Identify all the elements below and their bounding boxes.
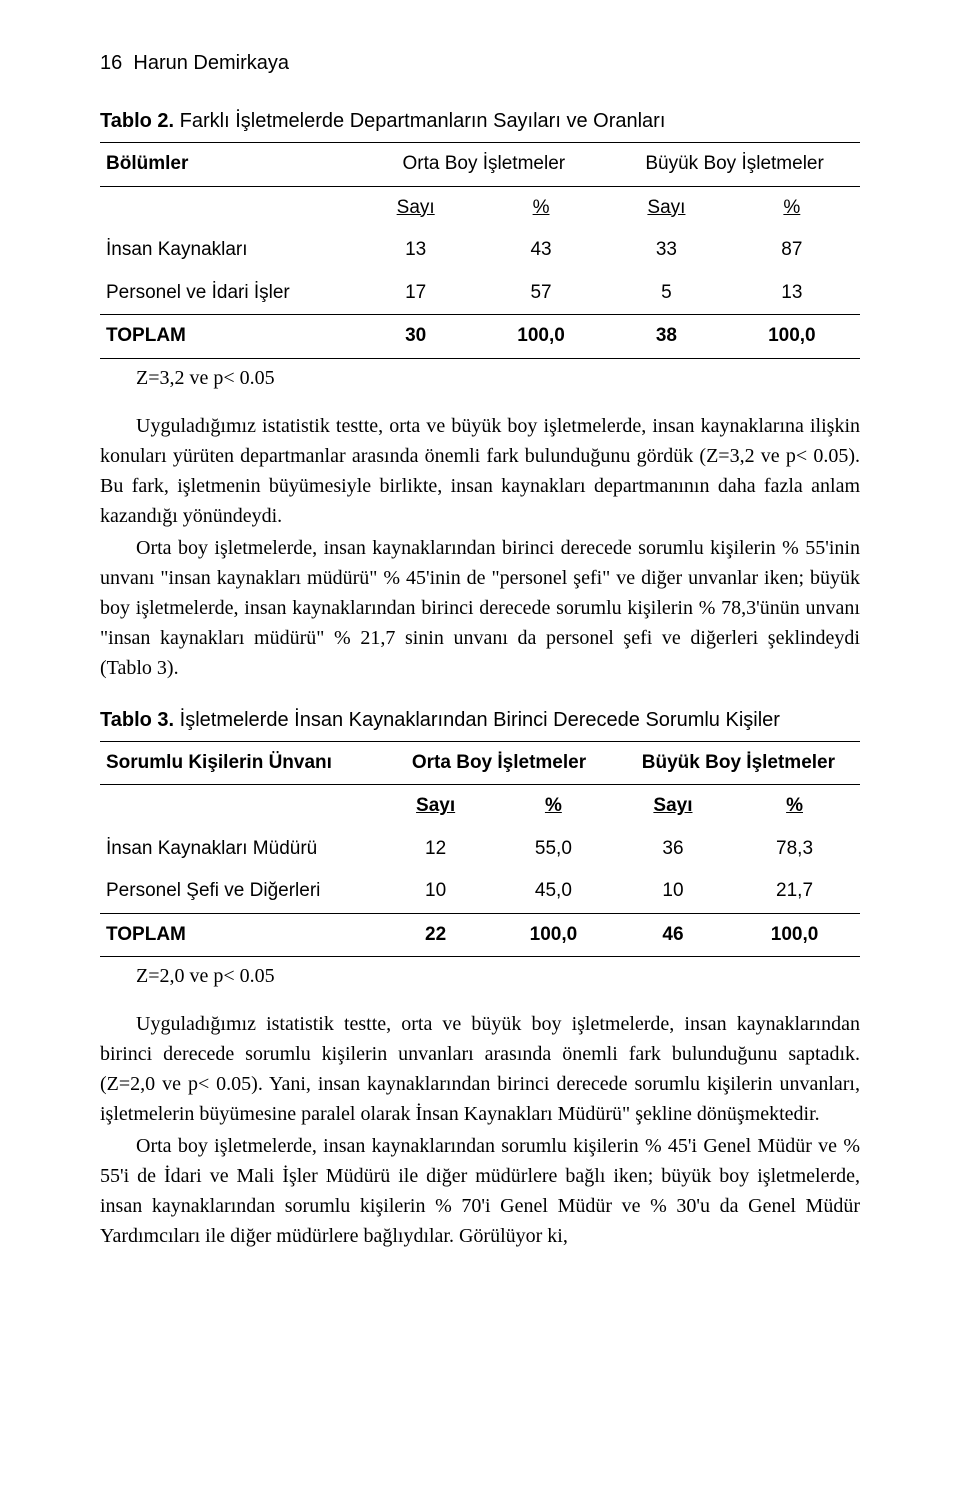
table2-znote: Z=3,2 ve p< 0.05 xyxy=(136,363,860,393)
table3: Sorumlu Kişilerin Ünvanı Orta Boy İşletm… xyxy=(100,741,860,958)
table3-r0-p2: 78,3 xyxy=(729,828,860,871)
table3-total-row: TOPLAM 22 100,0 46 100,0 xyxy=(100,913,860,957)
table3-sub-sayi2: Sayı xyxy=(617,785,729,828)
table3-title: Tablo 3. İşletmelerde İnsan Kaynaklarınd… xyxy=(100,705,860,735)
table3-total-p2: 100,0 xyxy=(729,913,860,957)
table2-col-orta: Orta Boy İşletmeler xyxy=(358,143,609,187)
table2-r0-label: İnsan Kaynakları xyxy=(100,229,358,272)
table2-total-s2: 38 xyxy=(609,315,724,359)
table3-col-buyuk: Büyük Boy İşletmeler xyxy=(617,741,860,785)
table2-total-label: TOPLAM xyxy=(100,315,358,359)
table3-znote: Z=2,0 ve p< 0.05 xyxy=(136,961,860,991)
table2-r0-s1: 13 xyxy=(358,229,473,272)
table3-header-row: Sorumlu Kişilerin Ünvanı Orta Boy İşletm… xyxy=(100,741,860,785)
table3-title-prefix: Tablo 3. xyxy=(100,709,174,731)
table3-sub-sayi1: Sayı xyxy=(381,785,490,828)
table2-r0-p2: 87 xyxy=(724,229,860,272)
table2-r1-p2: 13 xyxy=(724,272,860,315)
table3-title-text: İşletmelerde İnsan Kaynaklarından Birinc… xyxy=(174,709,780,731)
table2-total-row: TOPLAM 30 100,0 38 100,0 xyxy=(100,315,860,359)
table2-r1-s2: 5 xyxy=(609,272,724,315)
table2-r1-s1: 17 xyxy=(358,272,473,315)
table3-subheader-row: Sayı % Sayı % xyxy=(100,785,860,828)
table2-sub-pct1: % xyxy=(473,186,609,229)
table3-col-orta: Orta Boy İşletmeler xyxy=(381,741,617,785)
table3-total-label: TOPLAM xyxy=(100,913,381,957)
table2-col-buyuk: Büyük Boy İşletmeler xyxy=(609,143,860,187)
table3-total-s2: 46 xyxy=(617,913,729,957)
table2-sub-sayi1: Sayı xyxy=(358,186,473,229)
table2-total-p1: 100,0 xyxy=(473,315,609,359)
table-row: İnsan Kaynakları 13 43 33 87 xyxy=(100,229,860,272)
table3-r0-s2: 36 xyxy=(617,828,729,871)
table3-r1-s2: 10 xyxy=(617,870,729,913)
table3-total-s1: 22 xyxy=(381,913,490,957)
table2-r1-p1: 57 xyxy=(473,272,609,315)
page-number: 16 xyxy=(100,52,122,74)
table3-r1-label: Personel Şefi ve Diğerleri xyxy=(100,870,381,913)
table2-sub-empty xyxy=(100,186,358,229)
paragraph-4: Orta boy işletmelerde, insan kaynakların… xyxy=(100,1131,860,1251)
table-row: Personel ve İdari İşler 17 57 5 13 xyxy=(100,272,860,315)
table2-r0-p1: 43 xyxy=(473,229,609,272)
paragraph-2: Orta boy işletmelerde, insan kaynakların… xyxy=(100,533,860,683)
paragraph-1: Uyguladığımız istatistik testte, orta ve… xyxy=(100,411,860,531)
table2-sub-pct2: % xyxy=(724,186,860,229)
table3-sub-pct2: % xyxy=(729,785,860,828)
table2-col-bolumler: Bölümler xyxy=(100,143,358,187)
table3-sub-empty xyxy=(100,785,381,828)
table3-sub-pct1: % xyxy=(490,785,617,828)
table2-subheader-row: Sayı % Sayı % xyxy=(100,186,860,229)
table3-total-p1: 100,0 xyxy=(490,913,617,957)
table2-total-p2: 100,0 xyxy=(724,315,860,359)
table3-r0-p1: 55,0 xyxy=(490,828,617,871)
page-header: 16 Harun Demirkaya xyxy=(100,48,860,78)
table2-title-text: Farklı İşletmelerde Departmanların Sayıl… xyxy=(174,110,665,132)
table2-header-row: Bölümler Orta Boy İşletmeler Büyük Boy İ… xyxy=(100,143,860,187)
table2-r1-label: Personel ve İdari İşler xyxy=(100,272,358,315)
author-name: Harun Demirkaya xyxy=(133,52,289,74)
table-row: Personel Şefi ve Diğerleri 10 45,0 10 21… xyxy=(100,870,860,913)
table3-r1-p2: 21,7 xyxy=(729,870,860,913)
table-row: İnsan Kaynakları Müdürü 12 55,0 36 78,3 xyxy=(100,828,860,871)
table2-total-s1: 30 xyxy=(358,315,473,359)
table2-title-prefix: Tablo 2. xyxy=(100,110,174,132)
table3-col-unvan: Sorumlu Kişilerin Ünvanı xyxy=(100,741,381,785)
table2-title: Tablo 2. Farklı İşletmelerde Departmanla… xyxy=(100,106,860,136)
paragraph-3: Uyguladığımız istatistik testte, orta ve… xyxy=(100,1009,860,1129)
table2-r0-s2: 33 xyxy=(609,229,724,272)
table3-r1-p1: 45,0 xyxy=(490,870,617,913)
table3-r0-label: İnsan Kaynakları Müdürü xyxy=(100,828,381,871)
table3-r0-s1: 12 xyxy=(381,828,490,871)
table3-r1-s1: 10 xyxy=(381,870,490,913)
table2-sub-sayi2: Sayı xyxy=(609,186,724,229)
table2: Bölümler Orta Boy İşletmeler Büyük Boy İ… xyxy=(100,142,860,359)
